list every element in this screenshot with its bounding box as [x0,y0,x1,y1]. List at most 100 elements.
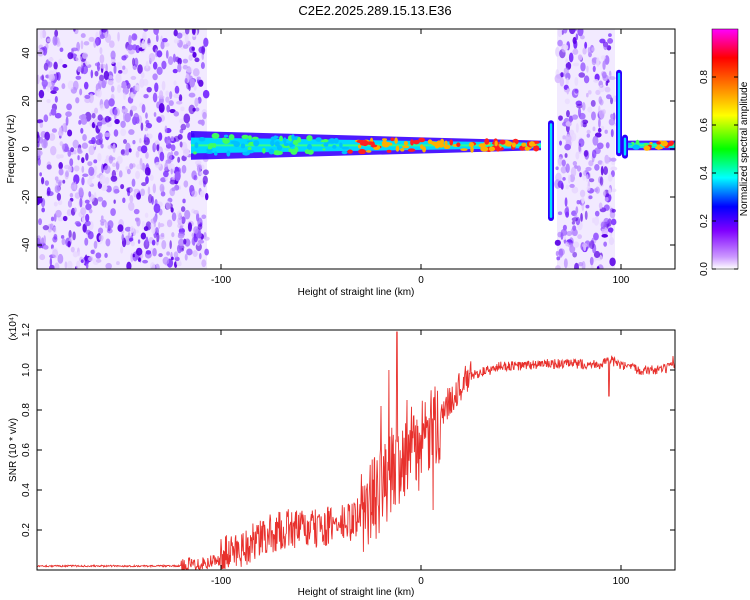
noise-blob [607,37,614,44]
noise-blob [171,212,177,222]
noise-blob [129,109,133,117]
noise-blob [556,256,561,261]
noise-blob [582,47,587,55]
noise-blob [38,218,43,226]
noise-blob [582,242,588,248]
carrier-peak [347,149,353,154]
noise-blob [573,241,580,248]
noise-blob [586,133,591,138]
noise-blob [162,38,168,43]
noise-blob [87,178,93,186]
noise-blob [84,220,91,227]
noise-blob [178,94,183,102]
snr-ytick-label: 0.2 [21,523,32,537]
noise-blob [43,114,49,123]
noise-blob [191,29,196,35]
carrier-peak [207,146,213,150]
noise-blob [121,55,127,61]
noise-blob [577,234,583,240]
noise-blob [82,133,87,142]
noise-blob [139,138,142,144]
carrier-peak [205,151,214,154]
noise-blob [82,223,87,233]
carrier-peak [403,140,408,146]
noise-blob [193,85,197,91]
noise-blob [176,32,183,39]
noise-blob [584,41,588,49]
noise-blob [55,179,63,184]
noise-blob [199,170,204,176]
noise-blob [197,239,205,244]
noise-blob [572,225,577,231]
noise-blob [99,47,103,55]
noise-blob [62,215,68,222]
snr-series-line [37,331,675,570]
noise-blob [568,115,573,123]
noise-blob [72,231,76,241]
noise-blob [88,36,95,42]
noise-blob [39,254,46,261]
noise-blob [610,128,614,138]
noise-blob [50,108,57,116]
noise-blob [152,61,158,70]
noise-blob [602,60,606,71]
noise-blob [177,156,181,163]
noise-blob [110,58,116,65]
noise-blob [91,112,96,119]
noise-blob [604,129,608,134]
noise-blob [84,199,90,204]
noise-blob [192,68,200,77]
noise-blob [158,223,165,228]
noise-blob [176,244,182,254]
noise-blob [37,196,43,204]
noise-blob [166,151,172,162]
noise-blob [160,232,165,238]
noise-blob [108,75,113,80]
noise-blob [43,235,46,245]
noise-blob [118,170,123,178]
noise-blob [594,210,600,217]
noise-blob [589,256,594,266]
noise-blob [135,150,140,158]
noise-blob [572,48,579,55]
noise-blob [580,120,584,128]
noise-blob [155,34,159,43]
noise-blob [156,232,160,243]
noise-blob [202,169,209,176]
noise-blob [66,103,72,111]
noise-blob [73,80,79,91]
noise-blob [124,112,131,123]
noise-blob [69,192,74,198]
carrier-peak [262,147,266,154]
noise-blob [99,33,105,39]
noise-blob [46,190,51,197]
noise-blob [97,79,103,89]
noise-blob [145,236,149,247]
noise-blob [46,164,52,170]
noise-blob [113,108,118,116]
noise-blob [608,118,616,126]
noise-blob [607,173,613,182]
noise-blob [184,77,188,84]
carrier-peak [386,149,392,153]
noise-blob [145,122,153,129]
noise-blob [81,165,85,173]
carrier-peak [341,146,350,150]
noise-blob [67,240,71,248]
noise-blob [67,80,75,90]
noise-blob [141,220,145,229]
noise-blob [48,133,56,141]
noise-blob [101,29,107,33]
noise-blob [603,241,608,247]
noise-blob [121,107,128,114]
noise-blob [60,235,65,239]
noise-blob [154,161,162,168]
noise-blob [99,104,105,111]
noise-blob [97,227,104,234]
noise-blob [161,240,167,250]
noise-blob [144,167,151,176]
spectrogram-heatmap [37,29,675,269]
noise-blob [580,212,583,223]
noise-blob [73,149,77,155]
carrier-peak [241,134,249,139]
